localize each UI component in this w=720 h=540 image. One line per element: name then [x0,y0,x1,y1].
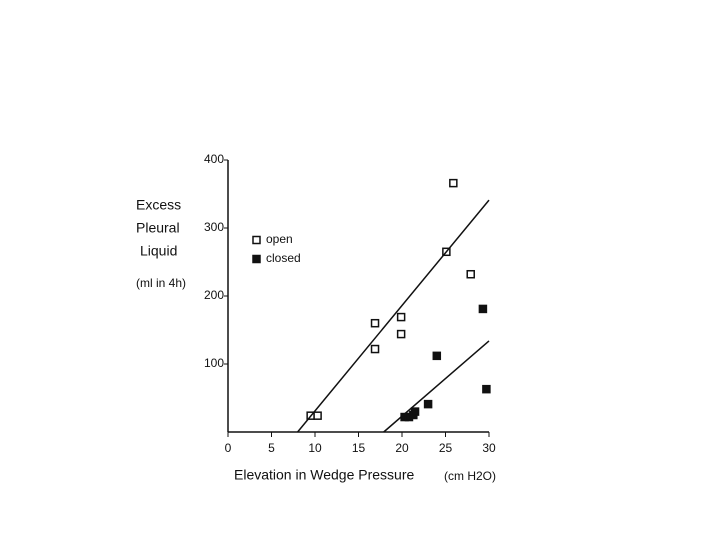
point [432,351,442,361]
y-tick-label: 200 [204,288,224,302]
y-label: Pleural [136,220,180,236]
point [370,344,380,354]
x-label: Elevation in Wedge Pressure [234,467,414,483]
point [482,384,491,394]
point [313,411,322,420]
fit-line [383,340,490,433]
point [410,407,420,416]
y-label-unit: (ml in 4h) [136,276,186,290]
point [396,312,406,322]
point [449,178,458,188]
point [396,329,406,339]
x-tick-label: 15 [352,441,366,455]
y-tick-label: 100 [204,356,224,370]
y-label: Liquid [140,243,177,259]
x-tick-label: 10 [308,441,322,455]
legend-label: open [266,232,293,246]
fit-line [297,199,490,433]
point [370,318,380,328]
x-tick-label: 0 [225,441,232,455]
x-tick-label: 30 [482,441,496,455]
y-tick-label: 300 [204,220,224,234]
y-tick-label: 400 [204,152,224,166]
legend-label: closed [266,251,301,265]
x-tick-label: 20 [395,441,409,455]
legend-marker [252,254,261,264]
point [466,269,475,279]
point [478,304,488,314]
y-label: Excess [136,197,181,213]
x-tick-label: 25 [439,441,453,455]
legend-marker [252,235,261,245]
x-tick-label: 5 [268,441,275,455]
point [423,399,433,409]
x-label-unit: (cm H2O) [444,469,496,483]
